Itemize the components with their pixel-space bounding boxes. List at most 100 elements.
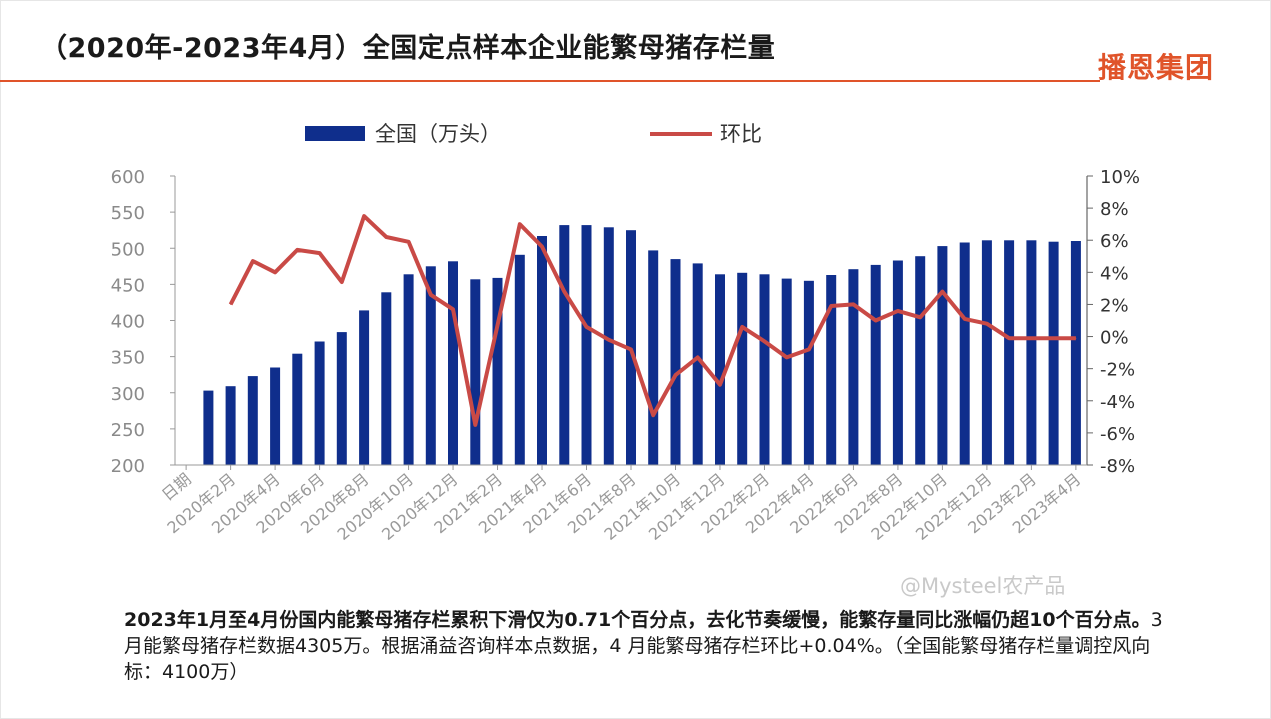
chart-legend: 全国（万头） 环比 — [305, 122, 762, 146]
bar-2022年4月 — [803, 280, 814, 465]
line-point-2023年3月 — [1053, 337, 1055, 339]
watermark-text: @Mysteel农产品 — [900, 574, 1066, 598]
right-tick-label: 8% — [1100, 199, 1129, 220]
bar-2022年9月 — [915, 256, 926, 465]
left-tick-label: 200 — [111, 456, 145, 477]
bar-2022年7月 — [870, 264, 881, 465]
line-point-2022年3月 — [786, 356, 788, 358]
line-point-2021年8月 — [630, 348, 632, 350]
line-point-2022年7月 — [875, 320, 877, 321]
left-tick-label: 500 — [111, 239, 145, 260]
line-point-2021年6月 — [586, 326, 587, 328]
line-point-2023年2月 — [1030, 337, 1032, 339]
bar-2020年4月 — [270, 367, 281, 465]
bar-2023年1月 — [1004, 240, 1015, 465]
left-tick-label: 400 — [111, 312, 145, 333]
line-point-2021年1月 — [474, 424, 476, 426]
right-tick-label: 4% — [1100, 263, 1129, 284]
bar-2021年9月 — [648, 250, 659, 465]
line-point-2021年4月 — [541, 246, 543, 248]
bar-2020年2月 — [225, 386, 236, 465]
line-point-2020年6月 — [319, 252, 321, 254]
bar-2022年11月 — [959, 242, 970, 465]
right-tick-label: 10% — [1100, 167, 1140, 188]
bar-2021年5月 — [559, 225, 570, 465]
bar-2022年12月 — [981, 240, 992, 465]
bar-2020年12月 — [448, 261, 458, 465]
brand-logo: 播恩集团 — [1098, 51, 1215, 84]
x-tick-label: 日期 — [158, 470, 195, 505]
left-tick-label: 600 — [111, 167, 145, 188]
bar-2020年7月 — [336, 332, 347, 465]
line-point-2022年11月 — [964, 318, 966, 320]
bar-2020年11月 — [425, 266, 436, 465]
bar-2022年2月 — [759, 274, 770, 465]
right-tick-label: -4% — [1100, 392, 1135, 413]
left-tick-label: 450 — [111, 275, 145, 296]
line-point-2021年9月 — [652, 414, 654, 416]
line-point-2020年12月 — [452, 308, 454, 310]
line-point-2020年10月 — [408, 241, 410, 243]
line-point-2020年9月 — [385, 236, 387, 238]
line-point-2020年2月 — [230, 303, 232, 305]
line-point-2022年2月 — [764, 340, 765, 342]
bar-2021年12月 — [715, 274, 725, 465]
line-point-2020年4月 — [274, 271, 276, 273]
summary-bold: 2023年1月至4月份国内能繁母猪存栏累积下滑仅为0.71个百分点，去化节奏缓慢… — [124, 609, 1151, 631]
left-tick-label: 300 — [111, 384, 145, 405]
line-point-2021年5月 — [563, 291, 565, 293]
bar-2021年10月 — [670, 259, 681, 465]
line-point-2023年1月 — [1008, 337, 1010, 339]
summary-paragraph: 2023年1月至4月份国内能繁母猪存栏累积下滑仅为0.71个百分点，去化节奏缓慢… — [124, 607, 1164, 685]
line-point-2020年7月 — [341, 281, 343, 283]
bar-2023年4月 — [1070, 241, 1081, 465]
line-point-2022年10月 — [941, 291, 943, 293]
bar-2022年6月 — [848, 269, 859, 465]
right-tick-label: -6% — [1100, 424, 1135, 445]
left-tick-label: 350 — [111, 348, 145, 369]
left-tick-label: 550 — [111, 203, 145, 224]
bar-2020年6月 — [314, 341, 325, 465]
line-point-2022年9月 — [919, 316, 921, 318]
right-tick-label: 6% — [1100, 231, 1129, 252]
bar-2022年5月 — [826, 275, 837, 465]
bar-2022年3月 — [781, 278, 792, 465]
bar-2020年5月 — [292, 353, 303, 465]
bar-2023年2月 — [1026, 240, 1037, 465]
slide-title: （2020年-2023年4月）全国定点样本企业能繁母猪存栏量 — [40, 33, 776, 64]
right-tick-label: 0% — [1100, 328, 1129, 349]
line-series — [228, 214, 1077, 427]
right-tick-label: -8% — [1100, 456, 1135, 477]
line-point-2022年12月 — [986, 323, 988, 325]
right-tick-label: 2% — [1100, 295, 1129, 316]
line-point-2020年8月 — [363, 215, 365, 217]
line-point-2020年3月 — [252, 260, 254, 262]
summary-normal: 3月能繁母猪存栏数据4305万。根据涌益咨询样本点数据，4 月能繁母猪存栏环比+… — [124, 609, 1163, 683]
bar-2020年8月 — [359, 310, 370, 465]
bar-2020年10月 — [403, 274, 414, 465]
legend-label-bars: 全国（万头） — [375, 122, 501, 146]
bar-2021年1月 — [470, 279, 481, 465]
bar-2023年3月 — [1048, 241, 1059, 465]
legend-swatch-bars — [305, 126, 365, 141]
line-point-2022年8月 — [897, 310, 899, 312]
line-point-2020年11月 — [430, 294, 432, 296]
legend-label-line: 环比 — [720, 122, 762, 146]
bar-2021年4月 — [537, 236, 547, 465]
bar-2020年9月 — [381, 292, 392, 465]
line-point-2021年7月 — [608, 339, 610, 341]
bar-2021年6月 — [581, 225, 592, 465]
line-point-2021年3月 — [519, 223, 521, 225]
bar-series — [203, 225, 1081, 465]
line-point-2021年10月 — [675, 374, 676, 376]
line-point-2022年5月 — [830, 305, 832, 307]
bar-2021年3月 — [514, 254, 525, 465]
line-point-2023年4月 — [1075, 337, 1077, 339]
bar-2022年1月 — [737, 272, 748, 465]
line-point-2022年1月 — [741, 326, 743, 328]
line-point-2020年5月 — [296, 249, 298, 251]
line-point-2021年11月 — [697, 356, 699, 358]
line-point-2022年6月 — [852, 303, 854, 305]
title-divider — [0, 80, 1100, 82]
bar-2020年1月 — [203, 390, 214, 465]
